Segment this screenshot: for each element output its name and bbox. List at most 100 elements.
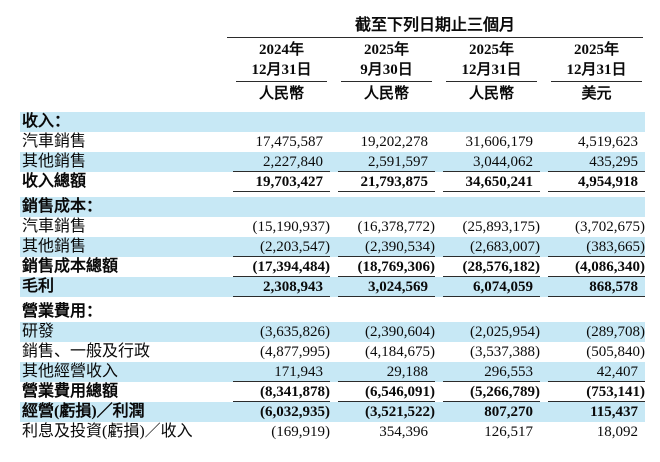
column-currency-label: 美元	[581, 86, 612, 102]
column-year-label: 2025年	[468, 42, 514, 58]
value-cell: 21,793,875	[338, 172, 435, 192]
financial-report-page: 截至下列日期止三個月 2024年 12月31日 人民幣 2025年 9月30日 人民幣 20…	[20, 16, 645, 442]
value-cell: 19,703,427	[233, 172, 330, 192]
row-label: 汽車銷售	[22, 133, 87, 150]
column-date: 2025年 12月31日	[551, 38, 642, 82]
column-year-label: 2025年	[363, 42, 409, 58]
value-cell	[233, 302, 330, 322]
value-cell: 4,519,623	[578, 134, 638, 150]
value-cell: (4,877,995)	[260, 344, 330, 360]
table-row: 汽車銷售 (15,190,937) (16,378,772) (25,893,175)…	[20, 217, 645, 237]
value-cell	[233, 197, 330, 217]
value-cell: 29,188	[338, 362, 435, 382]
table-row: 營業費用：	[20, 302, 645, 322]
value-cell	[548, 112, 645, 132]
header-label-spacer	[20, 16, 225, 104]
column-header: 2025年 12月31日 人民幣	[443, 38, 540, 104]
row-label: 營業費用：	[22, 303, 103, 320]
value-cell	[233, 112, 330, 132]
value-cell: 6,074,059	[443, 277, 540, 297]
value-cell: 3,024,569	[338, 277, 435, 297]
column-headers: 2024年 12月31日 人民幣 2025年 9月30日 人民幣 2025年 12月31日 人民…	[225, 38, 645, 104]
row-label: 汽車銷售	[22, 218, 87, 235]
table-row: 銷售、一般及行政 (4,877,995) (4,184,675) (3,537,388…	[20, 342, 645, 362]
value-cell: (4,086,340)	[548, 257, 645, 277]
value-cell: (2,203,547)	[233, 237, 330, 257]
value-cell: (2,390,534)	[338, 237, 435, 257]
income-statement-table: 截至下列日期止三個月 2024年 12月31日 人民幣 2025年 9月30日 人民幣 20…	[20, 16, 645, 442]
column-day-label: 9月30日	[360, 62, 413, 78]
value-cell: 4,954,918	[548, 172, 645, 192]
value-cell: 807,270	[484, 404, 533, 420]
value-cell: (17,394,484)	[233, 257, 330, 277]
value-cell: (4,184,675)	[365, 344, 435, 360]
column-header: 2024年 12月31日 人民幣	[233, 38, 330, 104]
value-cell	[338, 197, 435, 217]
column-header: 2025年 9月30日人民幣	[338, 38, 435, 104]
column-year-label: 2025年	[573, 42, 619, 58]
table-row: 利息及投資(虧損)／收入 (169,919) 354,396 126,517 18,09…	[20, 422, 645, 442]
table-row: 研發 (3,635,826) (2,390,604) (2,025,954) (289,…	[20, 322, 645, 342]
value-cell: (16,378,772)	[357, 219, 436, 235]
column-header: 2025年 12月31日美元	[548, 38, 645, 104]
value-cell: (505,840)	[586, 344, 645, 360]
table-row: 毛利 2,308,943 3,024,569 6,074,059 868,578	[20, 277, 645, 297]
column-currency-label: 人民幣	[468, 86, 514, 102]
row-label: 經營(虧損)／利潤	[22, 403, 145, 420]
value-cell: (3,635,826)	[260, 324, 330, 340]
table-row: 其他銷售 (2,203,547) (2,390,534) (2,683,007) (38…	[20, 237, 645, 257]
value-cell: (3,521,522)	[365, 404, 435, 420]
value-cell: (5,266,789)	[443, 382, 540, 402]
row-label: 收入：	[22, 113, 71, 130]
value-cell: (6,546,091)	[338, 382, 435, 402]
value-cell: 354,396	[379, 424, 428, 440]
column-date: 2025年 9月30日	[341, 38, 432, 82]
value-cell: (28,576,182)	[443, 257, 540, 277]
value-cell: 19,202,278	[360, 134, 429, 150]
row-label: 銷售成本：	[22, 198, 103, 215]
value-cell: 2,591,597	[338, 152, 435, 172]
row-label: 其他銷售	[22, 238, 87, 255]
table-row: 營業費用總額 (8,341,878) (6,546,091) (5,266,789) (…	[20, 382, 645, 402]
value-cell: 868,578	[548, 277, 645, 297]
value-cell: (169,919)	[271, 424, 330, 440]
value-cell	[443, 112, 540, 132]
row-label: 銷售成本總額	[22, 258, 119, 275]
value-cell	[338, 302, 435, 322]
table-row: 收入：	[20, 112, 645, 132]
value-cell: 2,308,943	[233, 277, 330, 297]
value-cell: (3,702,675)	[575, 219, 645, 235]
row-label: 其他經營收入	[22, 363, 119, 380]
value-cell: (2,683,007)	[443, 237, 540, 257]
row-label: 毛利	[22, 278, 55, 295]
value-cell: (2,390,604)	[365, 324, 435, 340]
value-cell: (2,025,954)	[470, 324, 540, 340]
row-label: 研發	[22, 323, 55, 340]
value-cell: 115,437	[590, 404, 638, 420]
table-row: 銷售成本總額 (17,394,484) (18,769,306) (28,576,18…	[20, 257, 645, 277]
row-label: 銷售、一般及行政	[22, 343, 151, 360]
row-label: 其他銷售	[22, 153, 87, 170]
column-date: 2025年 12月31日	[446, 38, 537, 82]
row-label: 利息及投資(虧損)／收入	[22, 423, 193, 440]
value-cell	[443, 197, 540, 217]
value-cell: (6,032,935)	[260, 404, 330, 420]
value-cell	[338, 112, 435, 132]
value-cell: 435,295	[548, 152, 645, 172]
table-row: 汽車銷售 17,475,587 19,202,278 31,606,179 4,519,…	[20, 132, 645, 152]
value-cell	[548, 197, 645, 217]
table-row: 收入總額 19,703,427 21,793,875 34,650,241 4,954,…	[20, 172, 645, 192]
table-row: 經營(虧損)／利潤 (6,032,935) (3,521,522) 807,270 11…	[20, 402, 645, 422]
header-columns-group: 截至下列日期止三個月 2024年 12月31日 人民幣 2025年 9月30日 人民幣 20…	[225, 16, 645, 104]
column-day-label: 12月31日	[461, 62, 522, 78]
value-cell: (18,769,306)	[338, 257, 435, 277]
column-year-label: 2024年	[258, 42, 304, 58]
row-label: 收入總額	[22, 173, 87, 190]
table-row: 其他銷售 2,227,840 2,591,597 3,044,062 435,295	[20, 152, 645, 172]
period-title: 截至下列日期止三個月	[227, 16, 643, 38]
value-cell: (3,537,388)	[470, 344, 540, 360]
value-cell: 126,517	[484, 424, 533, 440]
table-header: 截至下列日期止三個月 2024年 12月31日 人民幣 2025年 9月30日 人民幣 20…	[20, 16, 645, 104]
column-currency-label: 人民幣	[258, 86, 304, 102]
column-currency-label: 人民幣	[363, 86, 409, 102]
